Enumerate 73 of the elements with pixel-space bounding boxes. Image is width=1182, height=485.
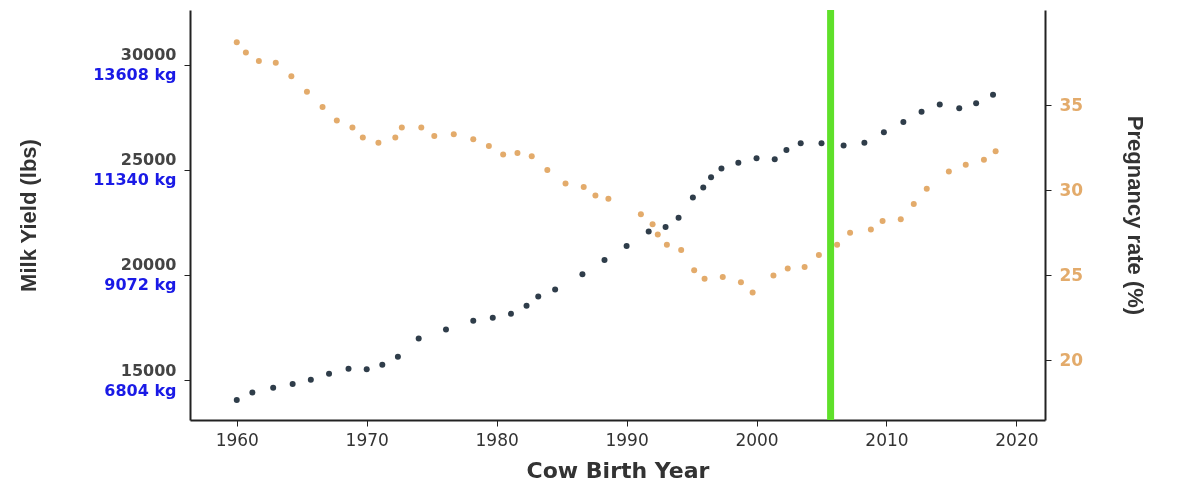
point: [418, 124, 425, 131]
point: [319, 103, 326, 110]
x-tick-label: 2000: [735, 429, 779, 450]
point: [719, 274, 726, 281]
point: [897, 216, 904, 223]
point: [562, 180, 569, 187]
y2-tick-label: 20: [1059, 349, 1084, 370]
point: [637, 211, 644, 218]
y-tick-label: 30000: [120, 45, 177, 65]
point: [544, 166, 551, 173]
point: [605, 195, 612, 202]
y3-tick-label: 6804 kg: [104, 380, 177, 400]
y3-tick-label: 11340 kg: [93, 170, 177, 190]
point: [392, 134, 399, 141]
point: [770, 272, 777, 279]
point: [910, 200, 917, 207]
y2-tick-label: 25: [1059, 264, 1084, 285]
y-tick-label: 25000: [120, 150, 177, 170]
y-tick-label: 20000: [120, 255, 177, 275]
point: [303, 88, 310, 95]
point: [879, 217, 886, 224]
point: [288, 73, 295, 80]
point: [580, 183, 587, 190]
point: [737, 279, 744, 286]
y-tick-label: 15000: [120, 360, 177, 380]
point: [801, 263, 808, 270]
point: [701, 275, 708, 282]
point: [962, 161, 969, 168]
point: [815, 251, 822, 258]
y-axis-title: Milk Yield (lbs): [15, 139, 41, 292]
x-tick-label: 1980: [475, 429, 519, 450]
point: [272, 59, 279, 66]
x-axis-title: Cow Birth Year: [526, 457, 710, 483]
point: [470, 136, 477, 143]
point: [255, 58, 262, 65]
point: [349, 124, 356, 131]
x-tick-label: 2020: [995, 429, 1039, 450]
point: [592, 192, 599, 199]
point: [528, 153, 535, 160]
point: [242, 49, 249, 56]
point: [649, 221, 656, 228]
point: [500, 151, 507, 158]
x-tick-label: 1970: [345, 429, 389, 450]
x-tick-label: 2010: [865, 429, 909, 450]
point: [923, 185, 930, 192]
y3-tick-label: 9072 kg: [104, 275, 177, 295]
y2-tick-label: 35: [1059, 94, 1084, 115]
point: [784, 265, 791, 272]
point: [980, 156, 987, 163]
y2-axis-title: Pregnancy rate (%): [1123, 115, 1149, 316]
point: [663, 241, 670, 248]
point: [450, 131, 457, 138]
point: [678, 246, 685, 253]
point: [431, 132, 438, 139]
y2-tick-label: 30: [1059, 179, 1084, 200]
point: [749, 289, 756, 296]
point: [654, 231, 661, 238]
point: [945, 168, 952, 175]
y3-tick-label: 13608 kg: [93, 65, 177, 85]
point: [398, 124, 405, 131]
point: [691, 267, 698, 274]
point: [485, 143, 492, 150]
point: [867, 226, 874, 233]
point: [847, 229, 854, 236]
point: [514, 149, 521, 156]
x-tick-label: 1990: [605, 429, 649, 450]
point: [834, 241, 841, 248]
point: [359, 134, 366, 141]
point: [333, 117, 340, 124]
point: [233, 39, 240, 46]
point: [375, 139, 382, 146]
point: [992, 148, 999, 155]
x-tick-label: 1960: [215, 429, 259, 450]
